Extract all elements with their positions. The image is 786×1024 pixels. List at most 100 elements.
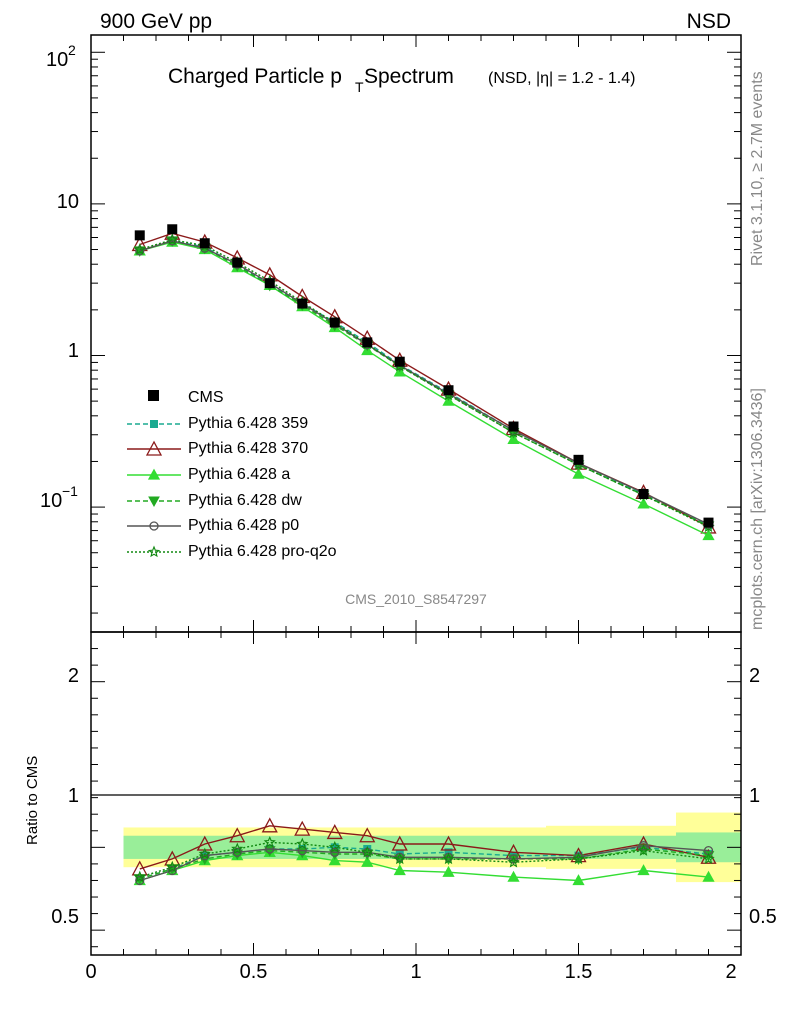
legend-marker-0 xyxy=(150,420,158,428)
data-point xyxy=(134,230,145,241)
data-point xyxy=(232,257,243,268)
series-4-ratio-point xyxy=(330,847,340,857)
series-5-ratio-point xyxy=(572,852,585,865)
series-2-ratio-point xyxy=(442,865,455,877)
series-5-ratio-point xyxy=(166,860,179,873)
main-y-axis-labels: 10 2 10 1 10 −1 xyxy=(40,42,79,512)
series-2-point xyxy=(507,432,520,444)
y-tick-10: 10 xyxy=(57,191,79,213)
x-axis-labels: 0 0.5 1 1.5 2 xyxy=(85,961,736,983)
legend-label-cms: CMS xyxy=(188,389,224,406)
y-tick-100-base: 10 xyxy=(46,49,68,71)
title-condition: (NSD, |η| = 1.2 - 1.4) xyxy=(488,70,635,87)
series-5-ratio-point xyxy=(328,840,341,853)
ratio-y-axis-labels: 2 1 0.5 2 1 0.5 Ratio to CMS xyxy=(24,665,777,928)
series-5-ratio-point xyxy=(702,852,715,865)
plot-title: Charged Particle p T Spectrum (NSD, |η| … xyxy=(168,65,635,95)
series-2-ratio-point xyxy=(702,870,715,882)
series-1-ratio-point xyxy=(440,835,457,851)
series-4-line xyxy=(139,240,709,525)
series-5-ratio-point xyxy=(361,845,374,858)
series-5-ratio-point xyxy=(393,852,406,865)
band-inner-1 xyxy=(156,835,189,859)
legend-label-359: Pythia 6.428 359 xyxy=(188,415,308,432)
legend-label-dw: Pythia 6.428 dw xyxy=(188,492,302,509)
title-tail: Spectrum xyxy=(364,65,454,88)
legend-label-a: Pythia 6.428 a xyxy=(188,466,290,483)
series-2-point xyxy=(572,467,585,479)
series-4-point xyxy=(135,246,145,256)
series-5-point xyxy=(133,243,146,255)
legend-marker-5 xyxy=(147,545,161,558)
ratio-axis-title: Ratio to CMS xyxy=(24,756,41,845)
series-5-line xyxy=(139,238,709,528)
series-1-ratio-point xyxy=(326,824,343,840)
title-main: Charged Particle p xyxy=(168,65,342,88)
axis-ticks xyxy=(90,35,742,955)
series-2-line xyxy=(139,241,709,537)
series-0-ratio-point xyxy=(444,848,453,857)
series-1-ratio-line xyxy=(139,825,709,870)
legend-marker-4 xyxy=(149,521,159,531)
series-2-point xyxy=(637,497,650,509)
series-5-ratio-point xyxy=(231,842,244,855)
series-3-ratio-line xyxy=(139,848,709,880)
series-0-ratio-point xyxy=(363,844,372,853)
legend-label-pro-q2o: Pythia 6.428 pro-q2o xyxy=(188,543,337,560)
ratio-series xyxy=(131,817,717,886)
ratio-tick-1-left: 1 xyxy=(68,785,79,807)
x-tick-0: 0 xyxy=(85,961,96,983)
series-5-ratio-point xyxy=(296,837,309,850)
data-point xyxy=(264,278,275,289)
main-series xyxy=(131,224,717,541)
series-2-ratio-point xyxy=(328,854,341,866)
series-2-ratio-point xyxy=(507,870,520,882)
data-point xyxy=(167,224,178,235)
legend-label-370: Pythia 6.428 370 xyxy=(188,440,308,457)
ratio-tick-2-left: 2 xyxy=(68,665,79,687)
data-point xyxy=(362,337,373,348)
series-4-ratio-line xyxy=(139,844,709,882)
legend-marker-3 xyxy=(148,496,160,508)
series-5-ratio-point xyxy=(198,847,211,860)
y-tick-0.1-base: 10 xyxy=(40,490,62,512)
y-tick-100-exp: 2 xyxy=(68,42,76,58)
y-tick-1: 1 xyxy=(68,340,79,362)
series-1-ratio-point xyxy=(359,827,376,843)
mcplots-label: mcplots.cern.ch [arXiv:1306.3436] xyxy=(749,388,766,630)
band-inner-0 xyxy=(123,835,156,859)
series-5-ratio-point xyxy=(263,836,276,848)
series-5-ratio-point xyxy=(133,870,146,883)
title-subscript: T xyxy=(355,79,364,95)
series-5-ratio-point xyxy=(442,852,455,865)
legend-marker-cms xyxy=(148,390,159,401)
series-4-ratio-point xyxy=(232,847,242,857)
rivet-label: Rivet 3.1.10, ≥ 2.7M events xyxy=(749,71,766,266)
series-2-ratio-point xyxy=(361,855,374,867)
series-4-ratio-point xyxy=(508,854,519,864)
data-point xyxy=(703,517,714,528)
ratio-tick-2-right: 2 xyxy=(749,665,760,687)
y-tick-0.1-exp: −1 xyxy=(62,483,78,499)
series-1-ratio-point xyxy=(229,827,246,843)
x-tick-0.5: 0.5 xyxy=(240,961,268,983)
data-point xyxy=(508,421,519,432)
ratio-tick-0.5-left: 0.5 xyxy=(51,906,79,928)
data-point xyxy=(329,317,340,328)
series-5-ratio-point xyxy=(637,844,650,856)
data-point xyxy=(443,385,454,396)
legend-marker-2 xyxy=(147,468,161,480)
series-1-ratio-point xyxy=(391,835,408,851)
series-4-ratio-point xyxy=(167,865,177,876)
energy-label: 900 GeV pp xyxy=(100,10,212,33)
series-4-ratio-point xyxy=(638,841,649,851)
process-label: NSD xyxy=(687,10,731,33)
series-5-ratio-point xyxy=(507,855,520,868)
data-point xyxy=(297,298,308,309)
series-1-ratio-point xyxy=(294,820,311,836)
series-5-ratio-line xyxy=(139,841,709,878)
x-tick-1.5: 1.5 xyxy=(565,961,593,983)
x-tick-2: 2 xyxy=(725,961,736,983)
analysis-watermark: CMS_2010_S8547297 xyxy=(345,591,487,607)
